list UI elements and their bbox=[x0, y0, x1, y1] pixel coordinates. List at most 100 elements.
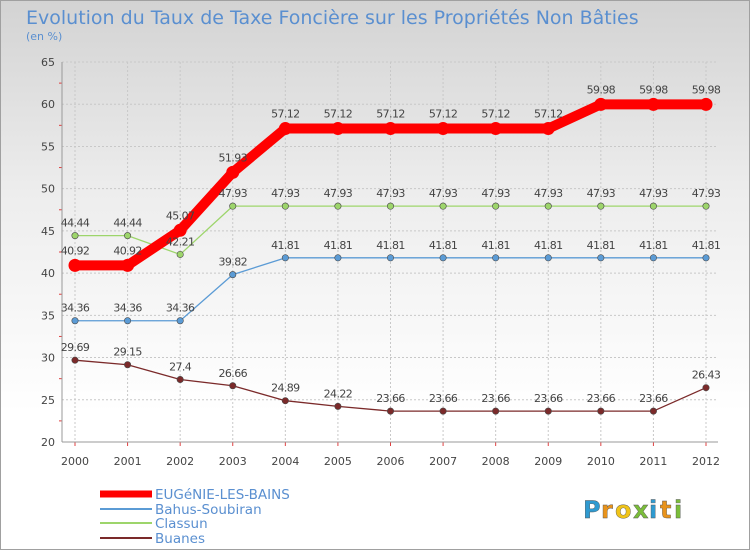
data-point bbox=[649, 202, 657, 210]
data-label: 42.21 bbox=[166, 235, 195, 248]
data-point bbox=[492, 254, 500, 262]
data-point bbox=[71, 232, 79, 240]
data-label: 44.44 bbox=[61, 217, 90, 230]
data-point bbox=[226, 165, 240, 179]
data-point bbox=[439, 407, 447, 415]
x-tick-label: 2005 bbox=[324, 455, 352, 468]
legend-label: EUGéNIE-LES-BAINS bbox=[155, 487, 290, 503]
y-tick-label: 30 bbox=[41, 352, 55, 365]
data-point bbox=[229, 382, 237, 390]
y-tick-label: 25 bbox=[41, 394, 55, 407]
y-tick-label: 55 bbox=[41, 140, 55, 153]
x-tick-labels: 2000 2001 2002 2003 2004 2005 2006 2007 2008 2009… bbox=[61, 455, 720, 468]
data-point bbox=[334, 254, 342, 262]
data-label: 41.81 bbox=[692, 239, 721, 252]
y-tick-labels: 20 25 30 35 40 45 50 55 60 65 bbox=[41, 56, 55, 449]
legend-label: Buanes bbox=[155, 531, 205, 547]
data-label: 41.81 bbox=[587, 239, 616, 252]
data-label: 41.81 bbox=[429, 239, 458, 252]
data-label: 51.93 bbox=[219, 151, 248, 164]
data-point bbox=[124, 317, 132, 325]
data-point bbox=[278, 122, 292, 136]
data-label: 41.81 bbox=[481, 239, 510, 252]
data-point bbox=[702, 254, 710, 262]
data-label: 23.66 bbox=[639, 392, 668, 405]
data-point bbox=[124, 361, 132, 369]
data-point bbox=[439, 254, 447, 262]
data-labels: 29.69 29.15 27.4 26.66 24.89 24.22 23.66 23.66 2… bbox=[61, 83, 722, 405]
logo-letter: P bbox=[583, 496, 601, 524]
data-point bbox=[124, 232, 132, 240]
data-point bbox=[702, 202, 710, 210]
x-tick-label: 2007 bbox=[429, 455, 457, 468]
series-group bbox=[68, 97, 713, 415]
logo-letter: i bbox=[649, 496, 657, 524]
y-tick-label: 60 bbox=[41, 98, 55, 111]
data-label: 47.93 bbox=[429, 187, 458, 200]
data-point bbox=[649, 407, 657, 415]
data-label: 41.81 bbox=[534, 239, 563, 252]
data-point bbox=[176, 317, 184, 325]
data-label: 29.15 bbox=[113, 346, 142, 359]
data-point bbox=[597, 407, 605, 415]
data-label: 57.12 bbox=[271, 108, 300, 121]
data-point bbox=[492, 202, 500, 210]
legend-label: Bahus-Soubiran bbox=[155, 502, 262, 518]
data-label: 23.66 bbox=[481, 392, 510, 405]
data-label: 34.36 bbox=[113, 302, 142, 315]
x-tick-label: 2004 bbox=[271, 455, 299, 468]
x-tick-label: 2003 bbox=[219, 455, 247, 468]
x-tick-label: 2006 bbox=[377, 455, 405, 468]
data-label: 57.12 bbox=[481, 108, 510, 121]
y-tick-label: 50 bbox=[41, 183, 55, 196]
data-label: 23.66 bbox=[534, 392, 563, 405]
y-tick-label: 20 bbox=[41, 436, 55, 449]
data-point bbox=[229, 202, 237, 210]
chart-subtitle: (en %) bbox=[26, 30, 62, 43]
data-label: 57.12 bbox=[429, 108, 458, 121]
x-tick-label: 2002 bbox=[166, 455, 194, 468]
data-label: 40.92 bbox=[113, 244, 142, 257]
data-label: 39.82 bbox=[219, 256, 248, 269]
data-label: 41.81 bbox=[376, 239, 405, 252]
data-label: 23.66 bbox=[376, 392, 405, 405]
data-label: 47.93 bbox=[376, 187, 405, 200]
data-label: 23.66 bbox=[429, 392, 458, 405]
data-label: 40.92 bbox=[61, 244, 90, 257]
data-point bbox=[176, 376, 184, 384]
data-label: 41.81 bbox=[639, 239, 668, 252]
data-point bbox=[544, 407, 552, 415]
data-label: 34.36 bbox=[166, 302, 195, 315]
data-point bbox=[649, 254, 657, 262]
data-label: 29.69 bbox=[61, 341, 90, 354]
data-point bbox=[173, 223, 187, 237]
data-label: 41.81 bbox=[271, 239, 300, 252]
x-tick-label: 2011 bbox=[639, 455, 667, 468]
data-point bbox=[281, 397, 289, 405]
data-point bbox=[334, 202, 342, 210]
logo-letter: i bbox=[674, 496, 682, 524]
data-label: 27.4 bbox=[169, 361, 192, 374]
x-tick-label: 2009 bbox=[534, 455, 562, 468]
data-point bbox=[702, 384, 710, 392]
logo-letter: o bbox=[615, 496, 632, 524]
data-label: 57.12 bbox=[376, 108, 405, 121]
data-point bbox=[71, 317, 79, 325]
data-point bbox=[386, 254, 394, 262]
data-label: 47.93 bbox=[324, 187, 353, 200]
data-point bbox=[68, 258, 82, 272]
data-label: 47.93 bbox=[271, 187, 300, 200]
data-label: 47.93 bbox=[534, 187, 563, 200]
x-tick-label: 2000 bbox=[61, 455, 89, 468]
logo-letter: r bbox=[601, 496, 613, 524]
data-point bbox=[597, 202, 605, 210]
y-tick-label: 35 bbox=[41, 309, 55, 322]
data-point bbox=[699, 97, 713, 111]
data-label: 26.43 bbox=[692, 369, 721, 382]
y-tick-label: 45 bbox=[41, 225, 55, 238]
data-label: 44.44 bbox=[113, 217, 142, 230]
data-point bbox=[121, 258, 135, 272]
data-point bbox=[229, 271, 237, 279]
